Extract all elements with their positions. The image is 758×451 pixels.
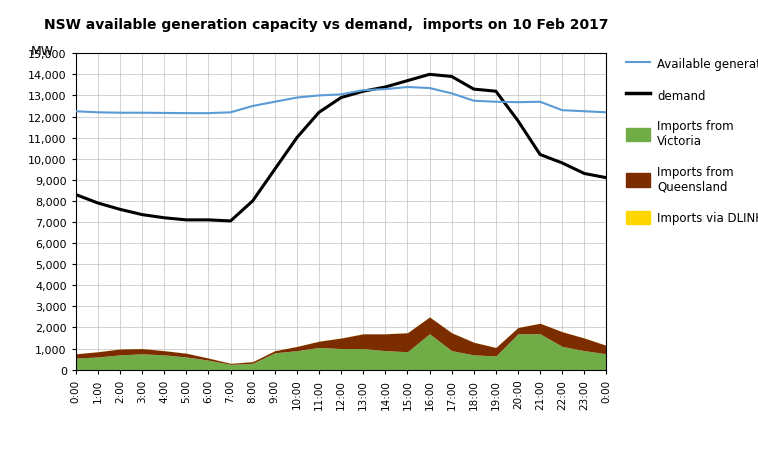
Legend: Available generation, demand, Imports from
Victoria, Imports from
Queensland, Im: Available generation, demand, Imports fr… [623, 54, 758, 229]
Text: NSW available generation capacity vs demand,  imports on 10 Feb 2017: NSW available generation capacity vs dem… [44, 18, 608, 32]
Text: MW: MW [30, 45, 54, 58]
